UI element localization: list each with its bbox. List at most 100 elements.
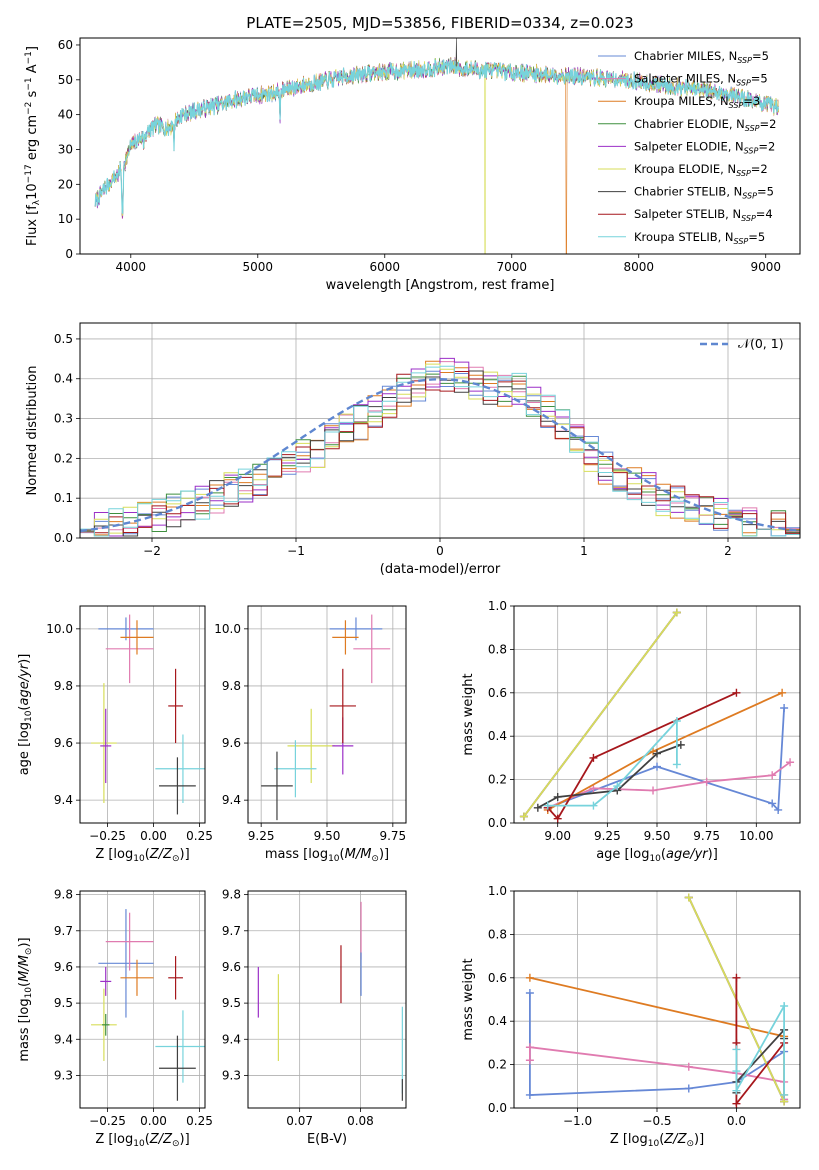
x-tick-label: −0.25: [89, 1114, 126, 1128]
legend-label-chabrier_miles: Chabrier MILES, NSSP=5: [634, 49, 769, 65]
x-tick-label: 0.25: [186, 1114, 213, 1128]
weight-point-salpeter_miles: [786, 758, 795, 767]
x-tick-label: 9.50: [314, 829, 341, 843]
y-tick-label: 9.4: [54, 1032, 73, 1046]
plot-area-residuals: [80, 357, 800, 538]
weight-point-kroupa_stelib: [780, 1002, 789, 1011]
axes-frame: [79, 605, 206, 824]
normal-reference-curve: [80, 377, 800, 533]
y-tick-label: 30: [58, 142, 73, 156]
y-tick-label: 9.4: [54, 793, 73, 807]
errorbar-chabrier_stelib: [159, 757, 196, 815]
errorbar-chabrier_miles: [329, 617, 383, 641]
legend: 𝒩(0, 1): [700, 336, 784, 351]
weight-point-chabrier_miles: [768, 799, 777, 808]
chart-spectrum: 4000 5000 6000 7000 8000 9000 0 10 20 30 40 50 60 wav…: [24, 14, 801, 293]
x-axis-label: (data-model)/error: [380, 562, 501, 577]
chart-age_vs_mass: 9.25 9.50 9.75 9.4 9.6 9.8 10.0 mass [log10(M/M…: [214, 605, 407, 864]
histogram-kroupa_stelib: [80, 365, 800, 538]
y-tick-label: 0.2: [488, 1058, 507, 1072]
x-tick-label: 7000: [496, 260, 527, 274]
plot-area-weight_vs_Z: [525, 893, 789, 1108]
x-tick-label: 5000: [243, 260, 274, 274]
y-axis-label: age [log10(age/yr)]: [17, 654, 34, 776]
y-tick-label: 9.3: [222, 1068, 241, 1082]
errorbar-kroupa_elodie: [91, 683, 117, 804]
y-axis-label: Normed distribution: [25, 366, 40, 496]
errorbar-chabrier_miles: [98, 909, 154, 1018]
weight-point-kroupa_elodie: [672, 608, 681, 617]
y-tick-label: 9.5: [222, 996, 241, 1010]
y-tick-label: 0.6: [488, 686, 507, 700]
x-tick-label: −2: [143, 544, 161, 558]
y-tick-label: 10: [58, 212, 73, 226]
weight-point-chabrier_miles: [525, 988, 534, 997]
x-tick-label: 9000: [750, 260, 781, 274]
x-tick-label: −1: [287, 544, 305, 558]
x-tick-label: 9.50: [644, 829, 671, 843]
x-tick-label: 0.08: [347, 1114, 374, 1128]
weight-point-chabrier_stelib: [533, 803, 542, 812]
y-tick-label: 9.8: [54, 679, 73, 693]
legend-label-salpeter_stelib: Salpeter STELIB, NSSP=4: [634, 207, 773, 223]
chart-residuals: −2 −1 0 1 2 0.0 0.1 0.2 0.3 0.4 0.5 (data-model)/er…: [25, 322, 801, 577]
legend-label-chabrier_stelib: Chabrier STELIB, NSSP=5: [634, 185, 774, 201]
legend-label-normal: 𝒩(0, 1): [738, 336, 784, 351]
weight-point-kroupa_stelib: [732, 1086, 741, 1095]
errorbar-salpeter_miles: [105, 614, 154, 684]
x-axis-label: mass [log10(M/M⊙)]: [265, 847, 389, 864]
weight-point-kroupa_stelib: [732, 1067, 741, 1076]
y-tick-label: 0.0: [488, 1101, 507, 1115]
weight-point-chabrier_miles: [684, 1084, 693, 1093]
chart-age_vs_Z: −0.25 0.00 0.25 9.4 9.6 9.8 10.0 Z [log10(Z/Z⊙)…: [17, 605, 213, 864]
axes-frame: [79, 37, 801, 255]
legend-label-kroupa_miles: Kroupa MILES, NSSP=3: [634, 94, 760, 110]
y-tick-label: 0.5: [54, 332, 73, 346]
y-tick-label: 9.7: [54, 924, 73, 938]
weight-point-kroupa_stelib: [589, 801, 598, 810]
weight-point-kroupa_stelib: [780, 1090, 789, 1099]
plot-area-weight_vs_age: [519, 608, 795, 823]
errorbar-kroupa_stelib: [155, 734, 205, 804]
weight-point-kroupa_stelib: [613, 782, 622, 791]
weight-point-kroupa_stelib: [672, 717, 681, 726]
y-tick-label: 60: [58, 38, 73, 52]
weight-point-salpeter_miles: [525, 1056, 534, 1065]
errorbar-kroupa_stelib: [274, 740, 317, 798]
x-axis-label: Z [log10(Z/Z⊙)]: [95, 1132, 189, 1149]
errorbar-salpeter_miles: [353, 614, 391, 684]
weight-point-chabrier_stelib: [676, 740, 685, 749]
chart-mass_vs_Z: −0.25 0.00 0.25 9.3 9.4 9.5 9.6 9.7 9.8 Z [log10(…: [17, 888, 213, 1149]
y-tick-label: 9.6: [222, 960, 241, 974]
weight-point-chabrier_miles: [774, 805, 783, 814]
axes-frame: [513, 890, 801, 1109]
x-axis-label: wavelength [Angstrom, rest frame]: [326, 278, 555, 293]
axes-frame: [247, 605, 407, 824]
y-tick-label: 9.4: [222, 1032, 241, 1046]
weight-point-chabrier_miles: [653, 762, 661, 771]
plot-area-mass_vs_ebv: [257, 901, 403, 1101]
chart-mass_vs_ebv: 0.07 0.08 9.3 9.4 9.5 9.6 9.7 9.8 E(B-V): [222, 888, 407, 1147]
legend-label-kroupa_stelib: Kroupa STELIB, NSSP=5: [634, 230, 765, 246]
weight-point-salpeter_stelib: [732, 688, 741, 697]
plot-area-spectrum: [94, 38, 779, 254]
x-tick-label: 4000: [116, 260, 147, 274]
y-tick-label: 0: [65, 247, 73, 261]
y-tick-label: 9.3: [54, 1068, 73, 1082]
legend-label-salpeter_miles: Salpeter MILES, NSSP=5: [634, 72, 768, 88]
x-tick-label: 0.00: [140, 829, 167, 843]
weight-point-kroupa_stelib: [543, 801, 552, 810]
x-tick-label: 9.75: [379, 829, 406, 843]
weight-point-salpeter_miles: [768, 771, 777, 780]
y-tick-label: 0.8: [488, 642, 507, 656]
weight-point-salpeter_stelib: [732, 1099, 741, 1108]
y-axis-label: mass weight: [461, 673, 476, 755]
weight-point-salpeter_stelib: [553, 814, 562, 823]
y-tick-label: 0.1: [54, 491, 73, 505]
y-tick-label: 0.3: [54, 412, 73, 426]
y-tick-label: 50: [58, 73, 73, 87]
plot-area-mass_vs_Z: [91, 909, 205, 1101]
x-tick-label: 0.00: [140, 1114, 167, 1128]
y-tick-label: 0.0: [488, 816, 507, 830]
